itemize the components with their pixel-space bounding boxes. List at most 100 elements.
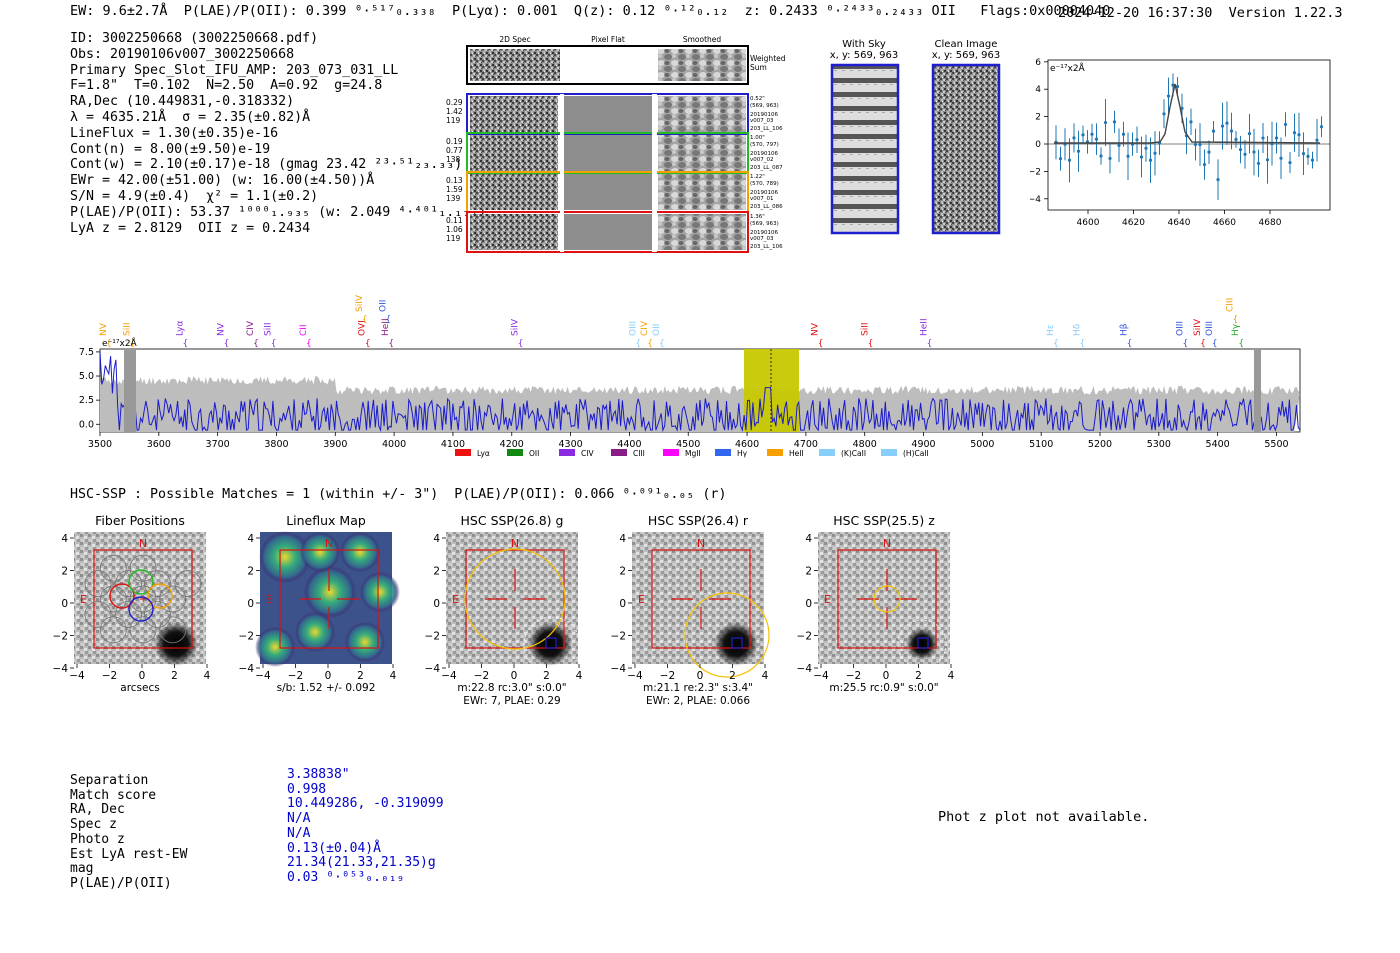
weighted-2d xyxy=(470,49,560,81)
spectrum-xtick-label: 5200 xyxy=(1088,439,1112,450)
hsc-xtick-label: 2 xyxy=(357,670,364,682)
line-fit-point xyxy=(1310,158,1315,162)
hsc-panel-title: HSC SSP(25.5) z xyxy=(833,513,935,528)
dichroic-marker xyxy=(124,349,136,432)
hsc-panel: Fiber Positions + N E 4 2 0 −2 −4−4 −2 0 2 4 arcsecs xyxy=(53,513,211,694)
legend-swatch xyxy=(881,449,897,456)
emission-line-label: OII xyxy=(652,324,662,336)
match-label: mag xyxy=(70,861,94,877)
emission-line-label: OVI xyxy=(358,320,368,336)
fiber-circle xyxy=(99,585,127,613)
hsc-ytick-label: −2 xyxy=(797,631,812,643)
spectrum-xtick-label: 4100 xyxy=(441,439,465,450)
emission-line-brace: { xyxy=(306,339,312,349)
hsc-ytick-label: −2 xyxy=(53,631,68,643)
line-fit-point xyxy=(1162,112,1166,116)
hsc-xtick-label: 0 xyxy=(883,670,890,682)
line-fit-point xyxy=(1207,150,1211,154)
north-label: N xyxy=(511,537,519,550)
emission-line-label: Hε xyxy=(1046,324,1056,336)
north-label: N xyxy=(883,537,891,550)
line-fit-point xyxy=(1265,158,1270,162)
svg-text:203_LL_106: 203_LL_106 xyxy=(750,244,783,250)
line-fit-xticks: 4600 4620 4640 4660 4680 xyxy=(1077,210,1282,228)
hsc-panel-caption: EWr: 7, PLAE: 0.29 xyxy=(463,695,560,707)
emission-line-label: SiIV xyxy=(511,318,521,336)
bright-source xyxy=(154,622,198,666)
header-summary: EW: 9.6±2.7Å P(LAE)/P(OII): 0.399 ⁰·⁵¹⁷₀… xyxy=(70,3,1111,19)
line-fit-ytick-label: 4 xyxy=(1035,85,1041,95)
fiber-circle xyxy=(99,616,127,644)
svg-text:v007_02: v007_02 xyxy=(750,157,774,163)
line-fit-point xyxy=(1319,125,1324,129)
spectrum-xtick-label: 5100 xyxy=(1029,439,1053,450)
info-line: LyA z = 2.8129 OII z = 0.2434 xyxy=(70,220,311,236)
info-line: RA,Dec (10.449831,-0.318332) xyxy=(70,94,295,110)
legend-label: CIII xyxy=(633,449,645,458)
emission-line-label: OIII xyxy=(1175,321,1185,336)
line-fit-point xyxy=(1315,138,1319,142)
line-fit-point xyxy=(1283,122,1288,127)
hsc-ytick-label: 0 xyxy=(61,598,68,610)
bright-source xyxy=(714,622,758,666)
line-fit-yticks: 6 4 2 0 −2 −4 xyxy=(1030,58,1048,205)
match-box xyxy=(731,637,743,649)
match-value: 3.38838" xyxy=(287,767,350,782)
emission-line-label: NV xyxy=(217,322,227,336)
hsc-ytick-label: −4 xyxy=(239,663,255,675)
match-box xyxy=(545,637,557,649)
emission-line-label: CIII xyxy=(1225,298,1235,312)
hsc-panel-title: HSC SSP(26.8) g xyxy=(461,513,564,528)
col-pixel-flat: Pixel Flat xyxy=(591,35,625,44)
hsc-xtick-label: −4 xyxy=(627,670,643,682)
legend-label: (K)CaII xyxy=(841,449,866,458)
east-label: E xyxy=(80,593,87,606)
line-fit-point xyxy=(1243,152,1247,156)
info-line: ID: 3002250668 (3002250668.pdf) xyxy=(70,31,319,46)
bright-source xyxy=(906,628,938,660)
line-fit-point xyxy=(1193,142,1198,147)
spectrum-xtick-label: 5500 xyxy=(1264,439,1288,450)
fiber-circle xyxy=(84,600,112,628)
line-fit-xtick-label: 4640 xyxy=(1168,218,1191,228)
hsc-ytick-label: 0 xyxy=(247,598,254,610)
svg-text:0.77: 0.77 xyxy=(446,146,463,155)
hsc-panel-caption: EWr: 2, PLAE: 0.066 xyxy=(646,695,750,707)
line-fit-point xyxy=(1234,137,1238,142)
fiber-row: 0.19 0.77 138 1.00" (570, 797) 20190106 … xyxy=(446,132,783,174)
line-fit-point xyxy=(1189,120,1193,124)
with-sky-image xyxy=(830,63,900,235)
svg-text:1.22": 1.22" xyxy=(750,174,765,180)
bright-source xyxy=(528,622,572,666)
hsc-xtick-label: 0 xyxy=(511,670,518,682)
emission-line-brace: { xyxy=(927,339,933,349)
svg-text:138: 138 xyxy=(446,155,461,164)
line-fit-point xyxy=(1166,94,1171,98)
hsc-panel-title: Fiber Positions xyxy=(95,513,185,528)
line-fit-xtick-label: 4620 xyxy=(1122,218,1145,228)
line-fit-point xyxy=(1261,136,1265,140)
match-label: RA, Dec xyxy=(70,802,125,818)
hsc-xtick-label: 4 xyxy=(948,670,955,682)
svg-text:20190106: 20190106 xyxy=(750,230,778,236)
emission-line-brace: { xyxy=(130,339,136,349)
svg-text:(569, 963): (569, 963) xyxy=(750,221,779,227)
emission-line-brace: { xyxy=(818,339,824,349)
hsc-ytick-label: 2 xyxy=(619,566,626,578)
spectrum-xtick-label: 4700 xyxy=(794,439,818,450)
legend-label: OII xyxy=(529,449,539,458)
hsc-ytick-label: 4 xyxy=(805,533,812,545)
line-fit-point xyxy=(1148,158,1153,162)
match-values: 3.38838" 0.998 10.449286, -0.319099 N/A … xyxy=(287,767,444,886)
legend-swatch xyxy=(611,449,627,456)
line-fit-point xyxy=(1103,120,1108,125)
line-fit-point xyxy=(1126,154,1130,158)
fiber-circle xyxy=(129,554,157,582)
svg-text:1.00": 1.00" xyxy=(750,135,765,141)
line-fit-point xyxy=(1292,131,1297,135)
line-fit-point xyxy=(1301,152,1306,156)
emission-line-brace: { xyxy=(182,339,188,349)
hsc-panel-title: Lineflux Map xyxy=(286,513,366,528)
line-fit-point xyxy=(1306,154,1310,158)
